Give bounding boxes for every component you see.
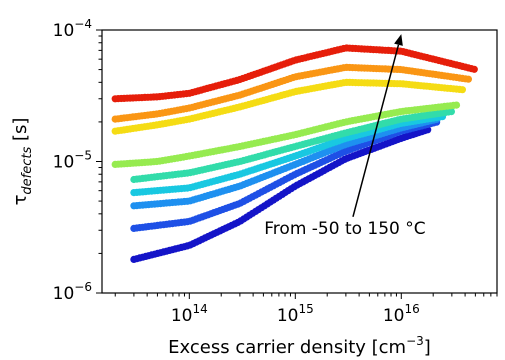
- y-tick-exponent: −4: [74, 17, 92, 31]
- y-tick-label: 10−5: [53, 149, 92, 173]
- series-1: [130, 126, 432, 263]
- series-8: [111, 63, 472, 123]
- y-axis-label-unit: [s]: [10, 118, 31, 147]
- y-tick-base: 10: [53, 153, 75, 173]
- x-axis-label-exponent: −3: [406, 334, 424, 348]
- series-7: [111, 78, 466, 135]
- series-6: [111, 101, 461, 168]
- x-tick-exponent: 16: [404, 302, 419, 316]
- series-3: [130, 115, 441, 210]
- x-tick-exponent: 15: [298, 302, 313, 316]
- y-tick-exponent: −5: [74, 149, 92, 163]
- y-tick-label: 10−4: [53, 17, 92, 41]
- data-point: [464, 75, 472, 83]
- x-tick-label: 1014: [171, 302, 208, 326]
- series-5: [130, 108, 455, 184]
- y-tick-exponent: −6: [74, 280, 92, 294]
- y-axis-label: τdefects [s]: [10, 118, 35, 206]
- annotation-background: [262, 217, 427, 240]
- x-axis-label-end: ]: [424, 337, 431, 358]
- y-tick-base: 10: [53, 21, 75, 41]
- data-series-layer: [111, 44, 478, 263]
- annotation: From -50 to 150 °C: [262, 34, 427, 240]
- annotation-arrow-head: [394, 34, 403, 46]
- x-tick-base: 10: [383, 306, 405, 326]
- y-tick-base: 10: [53, 284, 75, 304]
- x-axis-label: Excess carrier density [cm−3]: [168, 334, 431, 358]
- y-axis-label-symbol: τ: [10, 195, 31, 206]
- annotation-arrow: [352, 44, 400, 217]
- data-point: [470, 65, 478, 73]
- data-point: [452, 101, 461, 109]
- annotation-text: From -50 to 150 °C: [264, 219, 425, 239]
- data-point: [458, 86, 466, 94]
- x-tick-label: 1015: [277, 302, 314, 326]
- y-axis-label-subscript: defects: [20, 147, 35, 195]
- x-axis-label-text: Excess carrier density [cm: [168, 337, 406, 358]
- series-9: [111, 44, 478, 103]
- x-tick-base: 10: [277, 306, 299, 326]
- x-tick-base: 10: [171, 306, 193, 326]
- x-tick-exponent: 14: [193, 302, 208, 316]
- x-tick-label: 1016: [383, 302, 420, 326]
- data-point: [447, 108, 455, 116]
- y-tick-label: 10−6: [53, 280, 92, 304]
